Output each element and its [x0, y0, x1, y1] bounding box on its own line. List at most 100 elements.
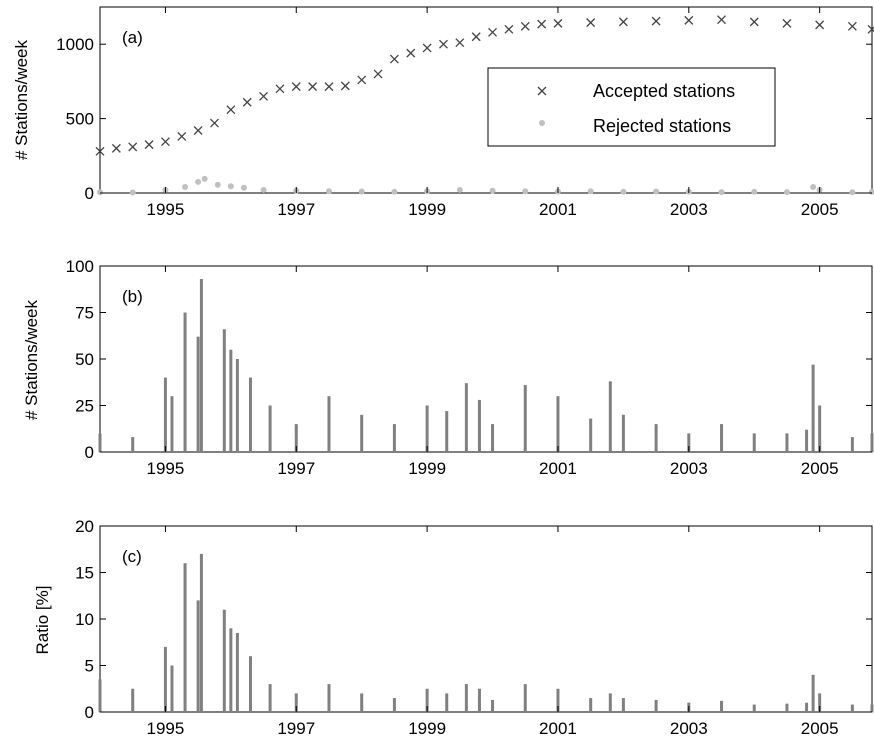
bar	[327, 396, 331, 452]
x-tick-label-a: 1999	[408, 200, 446, 219]
panel-label-b: (b)	[122, 287, 143, 306]
accepted-point	[242, 97, 252, 107]
y-tick-label-b: 100	[66, 257, 94, 276]
x-tick-label-b: 2001	[539, 459, 577, 478]
bar	[360, 414, 364, 452]
rejected-point	[522, 188, 529, 195]
x-tick-label-c: 1995	[147, 719, 185, 738]
bar	[818, 405, 822, 452]
accepted-point	[308, 82, 318, 92]
x-tick-label-c: 1999	[408, 719, 446, 738]
legend-label-rejected: Rejected stations	[593, 116, 731, 136]
bar	[720, 424, 724, 452]
accepted-point	[471, 32, 481, 42]
y-tick-label-c: 0	[85, 703, 94, 722]
bar	[294, 693, 298, 712]
rejected-point	[783, 189, 790, 196]
accepted-point	[340, 81, 350, 91]
bar	[222, 609, 226, 712]
x-tick-label-b: 1995	[147, 459, 185, 478]
panel-a: 0 500 1000 1995 1997 1999 2001 2003 2005 (a) # …	[12, 6, 874, 219]
bar	[163, 646, 167, 712]
rejected-point	[653, 188, 660, 195]
bar	[196, 600, 200, 712]
bar	[785, 703, 789, 712]
bar	[199, 279, 203, 452]
bar	[268, 405, 272, 452]
accepted-point	[618, 17, 628, 27]
marks-b	[98, 279, 874, 452]
bar	[392, 424, 396, 452]
bar	[163, 377, 167, 452]
accepted-point	[291, 82, 301, 92]
accepted-point	[537, 19, 547, 29]
bar	[222, 329, 226, 452]
x-tick-label-c: 2003	[670, 719, 708, 738]
bar	[199, 553, 203, 712]
legend: Accepted stations Rejected stations	[487, 67, 776, 147]
bar	[850, 704, 854, 712]
bar	[720, 700, 724, 712]
bar	[229, 628, 233, 712]
accepted-point	[95, 146, 105, 156]
accepted-point	[455, 38, 465, 48]
bar	[235, 359, 239, 452]
accepted-point	[226, 105, 236, 115]
y-axis-label-c: Ratio [%]	[33, 586, 52, 655]
rejected-point	[620, 188, 627, 195]
legend-marker-accepted	[537, 86, 547, 96]
bar	[850, 437, 854, 452]
rejected-point	[260, 187, 267, 194]
accepted-point	[520, 21, 530, 31]
accepted-point	[782, 18, 792, 28]
x-tick-label-b: 2003	[670, 459, 708, 478]
legend-box	[487, 67, 776, 147]
bar	[523, 385, 527, 452]
accepted-point	[504, 24, 514, 34]
bar	[608, 693, 612, 712]
y-ticks-a: 0 500 1000	[56, 35, 872, 203]
marks-a	[95, 15, 874, 196]
bar	[654, 424, 658, 452]
bar	[589, 698, 593, 712]
rejected-point	[97, 189, 103, 196]
bar	[805, 429, 809, 452]
accepted-point	[144, 140, 154, 150]
y-tick-label-a: 500	[66, 110, 94, 129]
rejected-point	[751, 188, 758, 195]
bar	[589, 418, 593, 452]
x-tick-label-a: 1997	[277, 200, 315, 219]
accepted-point	[867, 24, 874, 34]
bar	[464, 684, 468, 712]
accepted-point	[193, 126, 203, 135]
accepted-point	[111, 143, 121, 153]
rejected-point	[718, 189, 725, 196]
y-tick-label-c: 15	[75, 564, 94, 583]
y-tick-label-b: 75	[75, 304, 94, 323]
accepted-point	[553, 18, 563, 28]
bar	[870, 704, 874, 712]
rejected-point	[227, 183, 234, 190]
bar	[811, 364, 815, 452]
bar	[445, 411, 449, 452]
panel-label-c: (c)	[122, 547, 142, 566]
x-tick-label-c: 1997	[277, 719, 315, 738]
bar	[621, 414, 625, 452]
accepted-point	[324, 82, 334, 92]
bar	[235, 632, 239, 712]
x-tick-label-a: 1995	[147, 200, 185, 219]
bar	[752, 433, 756, 452]
accepted-point	[373, 69, 383, 79]
accepted-point	[651, 16, 661, 26]
bar	[131, 437, 135, 452]
bar	[491, 699, 495, 712]
bar	[464, 383, 468, 452]
y-tick-label-b: 25	[75, 397, 94, 416]
accepted-point	[439, 39, 448, 49]
accepted-point	[177, 131, 187, 141]
accepted-point	[586, 18, 596, 28]
bar	[556, 396, 560, 452]
rejected-point	[849, 189, 856, 196]
bar	[523, 684, 527, 712]
